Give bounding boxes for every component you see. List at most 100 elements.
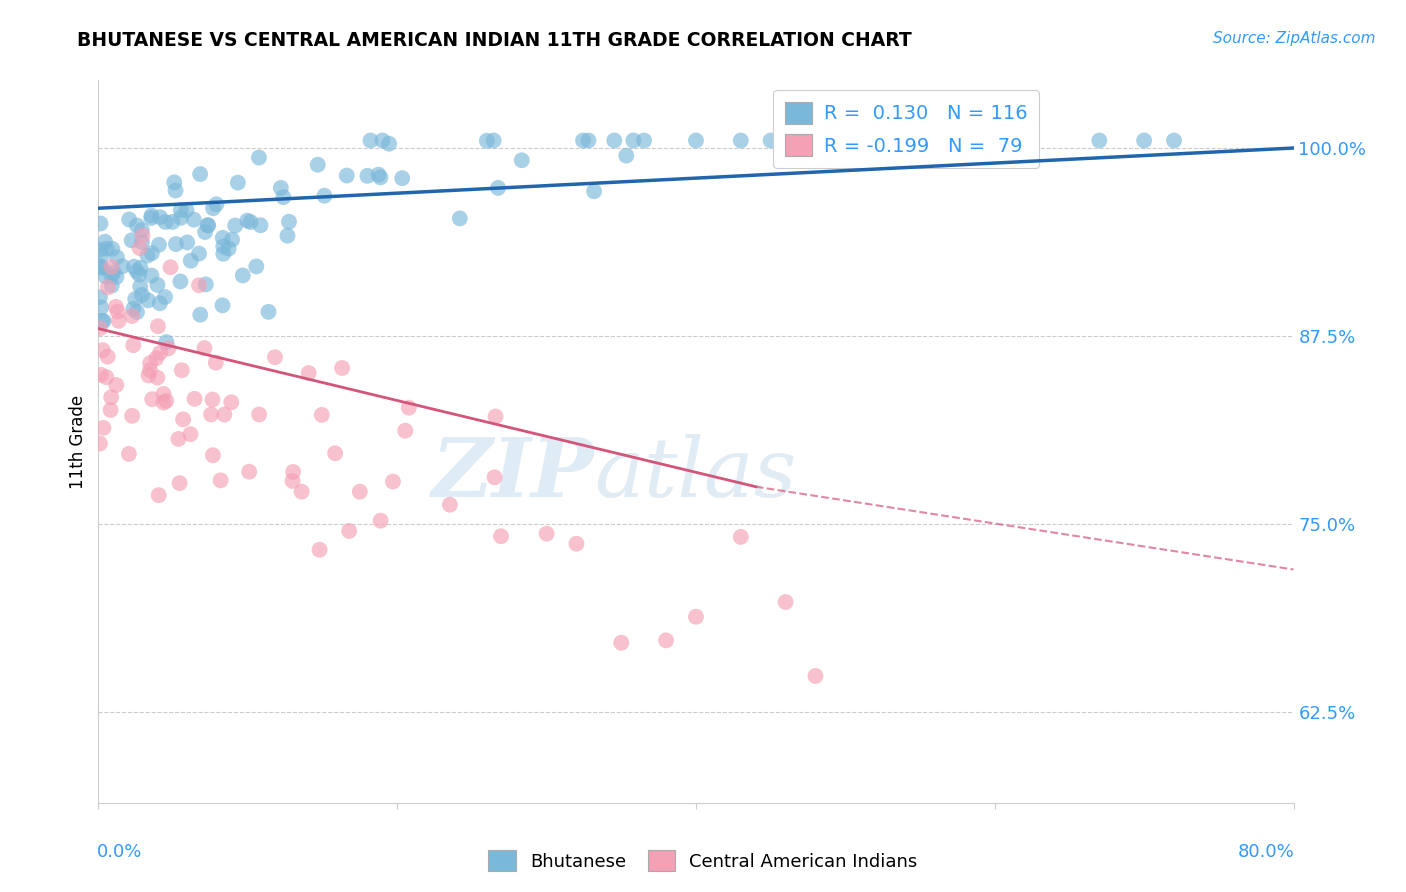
Point [159,260,181,275]
Point [169,476,191,491]
Point [146,319,169,334]
Point [489,529,512,543]
Point [236,213,259,227]
Point [100,278,122,293]
Point [685,609,707,624]
Point [205,356,228,370]
Point [90,301,112,315]
Point [394,424,416,438]
Text: atlas: atlas [595,434,797,514]
Point [105,269,128,284]
Point [121,409,143,423]
Point [122,338,145,352]
Point [578,133,600,147]
Point [96,370,118,384]
Point [94,269,117,284]
Point [197,218,219,232]
Point [789,133,811,147]
Point [93,421,115,435]
Point [201,392,224,407]
Point [482,133,505,147]
Point [247,151,270,165]
Point [730,530,752,544]
Point [118,447,141,461]
Point [194,225,217,239]
Point [152,395,174,409]
Text: ZIP: ZIP [432,434,595,514]
Point [370,170,392,185]
Point [170,211,193,225]
Point [107,304,129,318]
Point [211,298,233,312]
Point [188,246,211,260]
Point [136,249,159,263]
Point [141,246,163,260]
Point [111,260,134,274]
Legend: R =  0.130   N = 116, R = -0.199   N =  79: R = 0.130 N = 116, R = -0.199 N = 79 [773,90,1039,168]
Point [149,345,172,359]
Point [378,136,401,151]
Point [91,343,114,358]
Point [257,305,280,319]
Point [153,290,176,304]
Point [188,278,211,293]
Point [148,488,170,502]
Point [484,409,506,424]
Point [139,356,162,370]
Point [583,184,606,198]
Point [90,260,112,275]
Point [89,217,111,231]
Point [194,277,217,292]
Point [278,215,301,229]
Point [131,235,153,249]
Point [311,408,333,422]
Point [170,363,193,377]
Point [97,280,120,294]
Text: Source: ZipAtlas.com: Source: ZipAtlas.com [1212,31,1375,46]
Point [281,474,304,488]
Point [337,524,360,538]
Point [91,314,114,328]
Point [155,393,177,408]
Point [157,342,180,356]
Point [179,427,201,442]
Point [89,259,111,273]
Point [94,235,117,249]
Point [148,237,170,252]
Point [572,133,595,147]
Point [149,296,172,310]
Point [124,292,146,306]
Point [183,392,205,406]
Point [167,432,190,446]
Point [141,392,163,407]
Point [183,212,205,227]
Point [307,158,329,172]
Point [141,268,163,283]
Point [621,133,644,147]
Point [89,290,111,304]
Point [100,390,122,404]
Point [908,133,931,147]
Point [273,190,295,204]
Point [180,253,202,268]
Point [163,175,186,189]
Point [219,395,242,409]
Point [141,209,163,223]
Point [90,368,112,382]
Point [172,412,194,426]
Point [105,251,128,265]
Point [1133,133,1156,147]
Text: BHUTANESE VS CENTRAL AMERICAN INDIAN 11TH GRADE CORRELATION CHART: BHUTANESE VS CENTRAL AMERICAN INDIAN 11T… [77,31,912,50]
Point [165,184,187,198]
Point [610,636,633,650]
Point [804,669,827,683]
Point [308,542,330,557]
Point [122,260,145,274]
Point [323,446,346,460]
Point [603,133,626,147]
Point [129,260,152,275]
Point [381,475,404,489]
Point [367,168,389,182]
Point [122,301,145,316]
Point [121,309,143,323]
